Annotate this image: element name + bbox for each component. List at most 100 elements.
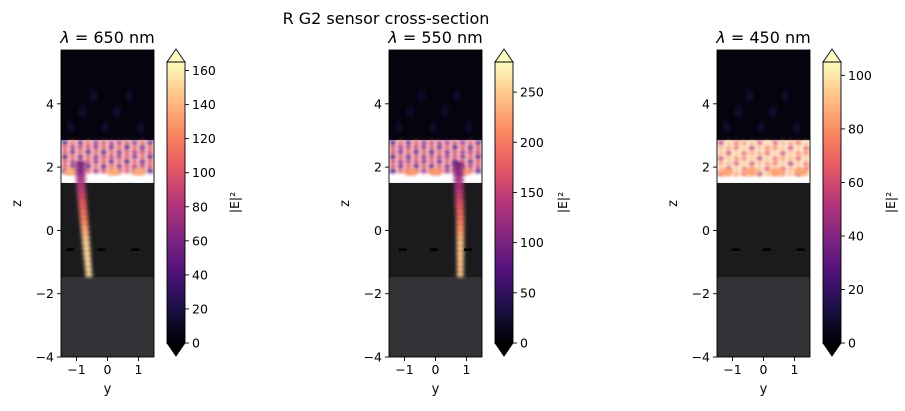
fringe-spot [740, 156, 748, 161]
column-spot [455, 240, 465, 246]
sensor-region [61, 182, 154, 278]
fringe-spot [794, 156, 802, 161]
colorbar-gradient [495, 62, 513, 343]
colorbar-tick-label: 150 [520, 185, 544, 200]
sensor-marker [398, 248, 407, 251]
fringe-spot [717, 150, 725, 156]
air-field-spot [781, 89, 790, 102]
fringe-spot [779, 156, 787, 161]
fringe-spot [802, 145, 810, 151]
colorbar-tick-label: 100 [520, 235, 544, 250]
hotspot [403, 167, 418, 176]
fringe-spot [138, 164, 146, 169]
colorbar-tick-label: 80 [192, 199, 208, 214]
fringe-spot [794, 150, 802, 156]
fringe-spot [474, 154, 482, 160]
colorbar-tick-label: 50 [520, 285, 536, 300]
fringe-spot [92, 168, 100, 174]
fringe-spot [61, 154, 69, 160]
column-spot [455, 245, 465, 251]
column-spot [83, 256, 92, 262]
fringe-spot [146, 154, 154, 160]
substrate-region [389, 277, 482, 357]
wavelength-value: = 650 nm [70, 28, 155, 47]
fringe-spot [443, 145, 451, 150]
fringe-spot [69, 149, 77, 155]
colorbar-extend-min [166, 342, 186, 357]
fringe-spot [802, 150, 810, 156]
fringe-spot [787, 166, 795, 171]
fringe-spot [771, 161, 779, 166]
layer-fringes [717, 140, 810, 177]
air-field-spot [101, 121, 110, 134]
panel-title: λ = 550 nm [387, 28, 482, 47]
fringe-spot [138, 149, 146, 155]
column-spot [75, 187, 87, 193]
colorbar-tick-label: 40 [848, 228, 864, 243]
substrate-region [61, 277, 154, 357]
fringe-spot [107, 159, 115, 164]
column-spot [452, 171, 465, 178]
fringe-spot [459, 140, 467, 145]
column-spot [78, 208, 89, 215]
fringe-spot [115, 159, 123, 164]
y-tick-label: −2 [364, 286, 382, 301]
fringe-spot [397, 154, 405, 160]
column-spot [74, 161, 87, 167]
fringe-spot [740, 161, 748, 166]
colorbar-extend-min [494, 342, 514, 357]
column-spot [79, 224, 90, 230]
colorbar-tick-label: 60 [192, 233, 208, 248]
fringe-spot [397, 168, 405, 174]
fringe-spot [69, 140, 77, 145]
colorbar-tick-label: 200 [520, 135, 544, 150]
air-field-spot [136, 121, 145, 134]
fringe-spot [404, 159, 412, 164]
lambda-symbol: λ [387, 28, 397, 47]
x-tick-label: 1 [791, 362, 799, 377]
fringe-spot [443, 154, 451, 160]
x-tick-label: 0 [432, 362, 440, 377]
fringe-spot [748, 161, 756, 166]
panel-1: −1 0 1 −4 −2 0 2 4 y z λ = 650 nm 0 20 40 60 80 100 120 14… [10, 28, 242, 397]
fringe-spot [428, 140, 436, 145]
fringe-spot [787, 171, 795, 177]
fringe-spot [420, 168, 428, 174]
fringe-spot [404, 140, 412, 145]
fringe-spot [404, 145, 412, 150]
air-field-spot [89, 89, 98, 102]
fringe-spot [123, 159, 131, 164]
fringe-spot [131, 149, 139, 155]
fringe-spot [435, 140, 443, 145]
fringe-spot [717, 140, 725, 146]
y-tick-label: 4 [46, 96, 54, 111]
air-field-spot [453, 89, 462, 102]
y-tick-label: 0 [374, 223, 382, 238]
fringe-spot [443, 159, 451, 164]
figure-title: R G2 sensor cross-section [283, 9, 490, 28]
fringe-spot [69, 159, 77, 164]
fringe-spot [100, 154, 108, 160]
y-tick-label: 2 [374, 160, 382, 175]
sensor-marker [429, 248, 438, 251]
fringe-spot [771, 145, 779, 151]
fringe-spot [763, 150, 771, 156]
wavelength-value: = 550 nm [398, 28, 483, 47]
colorbar-extend-max [822, 48, 842, 63]
fringe-spot [748, 156, 756, 161]
fringe-spot [138, 154, 146, 160]
field-map [61, 50, 154, 357]
fringe-spot [443, 168, 451, 174]
fringe-spot [466, 145, 474, 150]
fringe-spot [420, 149, 428, 155]
column-spot [84, 266, 93, 273]
y-tick-label: −2 [692, 286, 710, 301]
fringe-spot [443, 164, 451, 169]
column-spot [78, 214, 89, 220]
air-field-spot [406, 105, 415, 118]
fringe-spot [115, 149, 123, 155]
y-axis-label: z [10, 200, 25, 207]
fringe-spot [92, 159, 100, 164]
column-spot [80, 229, 90, 236]
